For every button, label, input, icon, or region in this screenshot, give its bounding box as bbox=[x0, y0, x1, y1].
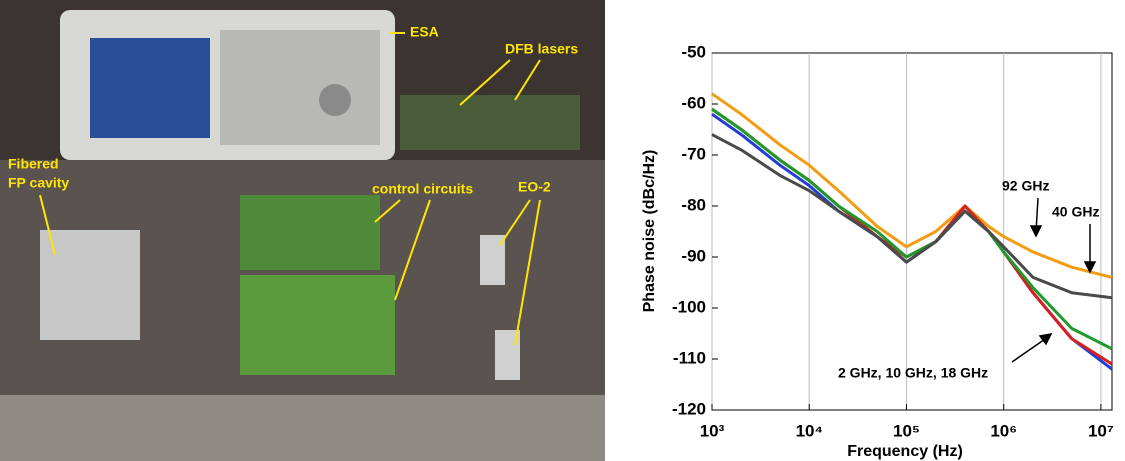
annotation-arrows bbox=[1011, 197, 1097, 363]
y-tick-label: -110 bbox=[673, 348, 706, 367]
plot bbox=[711, 53, 1113, 410]
y-tick-label: -60 bbox=[681, 93, 706, 112]
photo-label: control circuits bbox=[372, 181, 473, 197]
x-tick-label: 10⁴ bbox=[796, 421, 823, 440]
series-line bbox=[711, 107, 1113, 351]
y-tick-label: -80 bbox=[681, 195, 706, 214]
series-line bbox=[711, 133, 1113, 300]
photo-label: FP cavity bbox=[8, 175, 69, 191]
photo-label: EO-2 bbox=[518, 179, 551, 195]
y-tick-label: -90 bbox=[681, 246, 706, 265]
series-line bbox=[711, 92, 1113, 279]
x-axis-label: Frequency (Hz) bbox=[847, 443, 963, 460]
annotation: 92 GHz bbox=[1002, 178, 1049, 194]
plot-area bbox=[711, 52, 1113, 411]
y-tick-label: -100 bbox=[672, 297, 706, 316]
x-tick-label: 10⁵ bbox=[893, 421, 920, 440]
x-tick-label: 10⁷ bbox=[1088, 421, 1114, 440]
y-axis-label: Phase noise (dBc/Hz) bbox=[641, 150, 658, 313]
y-tick-label: -120 bbox=[672, 399, 706, 418]
x-tick-label: 10⁶ bbox=[990, 421, 1017, 440]
y-tick-label: -50 bbox=[681, 42, 706, 61]
annotation: 40 GHz bbox=[1052, 204, 1099, 220]
photo-label: Fibered bbox=[8, 156, 59, 172]
photo: ESA DFB lasers Fibered FP cavity control… bbox=[0, 0, 605, 461]
photo-label: ESA bbox=[410, 24, 439, 40]
photo-label: DFB lasers bbox=[505, 41, 578, 57]
x-tick-label: 10³ bbox=[700, 421, 725, 440]
y-tick-label: -70 bbox=[681, 144, 706, 163]
annotation: 2 GHz, 10 GHz, 18 GHz bbox=[838, 365, 988, 381]
